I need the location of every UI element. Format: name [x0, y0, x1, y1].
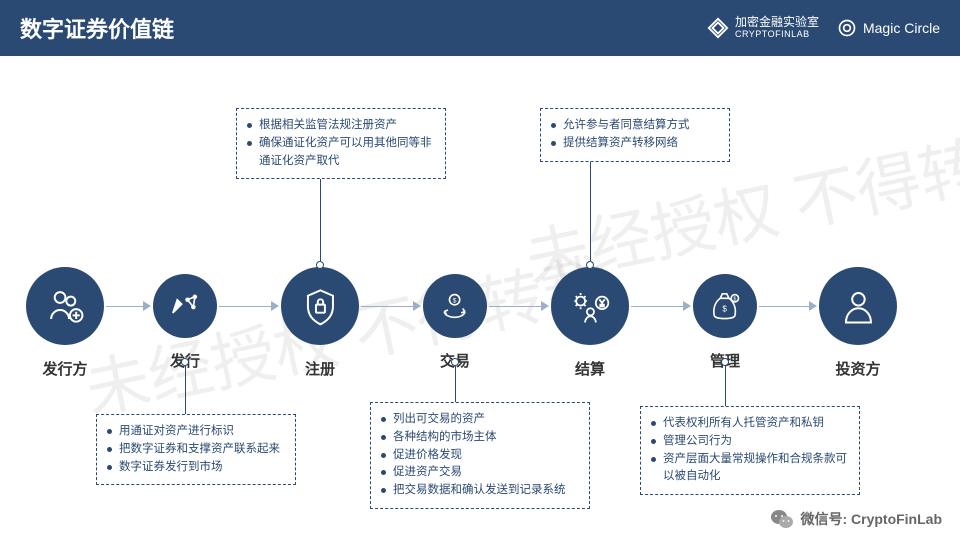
flow-arrow	[759, 306, 810, 307]
trade-detail: 列出可交易的资产各种结构的市场主体促进价格发现促进资产交易把交易数据和确认发送到…	[370, 402, 590, 509]
registration-detail: 根据相关监管法规注册资产确保通证化资产可以用其他同等非通证化资产取代	[236, 108, 446, 179]
svg-text:$: $	[734, 297, 737, 303]
connector-dot-icon	[451, 358, 459, 366]
settlement-detail: 允许参与者同意结算方式提供结算资产转移网络	[540, 108, 730, 162]
node-label-register: 注册	[280, 358, 360, 379]
callout-item: 提供结算资产转移网络	[551, 135, 719, 153]
connector-dot-icon	[586, 261, 594, 269]
logo2-text: Magic Circle	[863, 20, 940, 36]
page-title: 数字证券价值链	[20, 12, 174, 44]
person-icon	[837, 285, 880, 328]
header-logos: 加密金融实验室 CRYPTOFINLAB Magic Circle	[707, 16, 940, 39]
node-investor	[819, 267, 897, 345]
callout-item: 资产层面大量常规操作和合规条款可以被自动化	[651, 451, 849, 487]
node-management: $$	[693, 274, 757, 338]
issuance-detail: 用通证对资产进行标识把数字证券和支撑资产联系起来数字证券发行到市场	[96, 414, 296, 485]
callout-item: 允许参与者同意结算方式	[551, 117, 719, 135]
money-bag-icon: $$	[707, 288, 742, 323]
callout-item: 把数字证券和支撑资产联系起来	[107, 441, 285, 459]
flow-arrow	[361, 306, 414, 307]
diamond-icon	[707, 17, 729, 39]
arrowhead-icon	[683, 301, 691, 311]
callout-item: 促进资产交易	[381, 464, 579, 482]
diagram-canvas: 未经授权 不得转载 未经授权 不得转载 发行方发行注册$交易结算$$管理投资方根…	[0, 56, 960, 540]
arrowhead-icon	[809, 301, 817, 311]
node-settlement	[551, 267, 629, 345]
wechat-icon	[770, 508, 794, 530]
node-label-investor: 投资方	[818, 358, 898, 379]
connector-line	[455, 366, 456, 402]
connector-dot-icon	[721, 358, 729, 366]
node-label-settlement: 结算	[550, 358, 630, 379]
flow-arrow	[489, 306, 542, 307]
connector-line	[590, 162, 591, 261]
callout-item: 把交易数据和确认发送到记录系统	[381, 482, 579, 500]
node-register	[281, 267, 359, 345]
arrowhead-icon	[271, 301, 279, 311]
callout-item: 各种结构的市场主体	[381, 429, 579, 447]
circle-icon	[837, 18, 857, 38]
flow-arrow	[219, 306, 272, 307]
callout-item: 根据相关监管法规注册资产	[247, 117, 435, 135]
arrowhead-icon	[413, 301, 421, 311]
header-bar: 数字证券价值链 加密金融实验室 CRYPTOFINLAB Magic Circl…	[0, 0, 960, 56]
node-issuance	[153, 274, 217, 338]
node-issuer	[26, 267, 104, 345]
gear-user-yen-icon	[569, 285, 612, 328]
flow-arrow	[106, 306, 144, 307]
logo1-cn: 加密金融实验室	[735, 16, 819, 29]
connector-dot-icon	[181, 358, 189, 366]
svg-text:$: $	[723, 305, 728, 314]
connector-line	[320, 179, 321, 261]
connector-line	[725, 366, 726, 406]
logo-magic-circle: Magic Circle	[837, 18, 940, 38]
shield-lock-icon	[299, 285, 342, 328]
node-trade: $	[423, 274, 487, 338]
callout-item: 促进价格发现	[381, 447, 579, 465]
footer-label: 微信号: CryptoFinLab	[800, 509, 942, 529]
callout-item: 数字证券发行到市场	[107, 459, 285, 477]
arrowhead-icon	[143, 301, 151, 311]
arrowhead-icon	[541, 301, 549, 311]
logo-cryptofinlab: 加密金融实验室 CRYPTOFINLAB	[707, 16, 819, 39]
broadcast-icon	[167, 288, 202, 323]
connector-dot-icon	[316, 261, 324, 269]
callout-item: 用通证对资产进行标识	[107, 423, 285, 441]
svg-text:$: $	[453, 298, 457, 305]
people-plus-icon	[44, 285, 87, 328]
logo1-en: CRYPTOFINLAB	[735, 30, 819, 40]
flow-arrow	[631, 306, 684, 307]
coin-cycle-icon: $	[437, 288, 472, 323]
callout-item: 确保通证化资产可以用其他同等非通证化资产取代	[247, 135, 435, 171]
connector-line	[185, 366, 186, 414]
callout-item: 管理公司行为	[651, 433, 849, 451]
node-label-issuer: 发行方	[25, 358, 105, 379]
management-detail: 代表权利所有人托管资产和私钥管理公司行为资产层面大量常规操作和合规条款可以被自动…	[640, 406, 860, 495]
footer-credit: 微信号: CryptoFinLab	[770, 508, 942, 530]
callout-item: 代表权利所有人托管资产和私钥	[651, 415, 849, 433]
callout-item: 列出可交易的资产	[381, 411, 579, 429]
